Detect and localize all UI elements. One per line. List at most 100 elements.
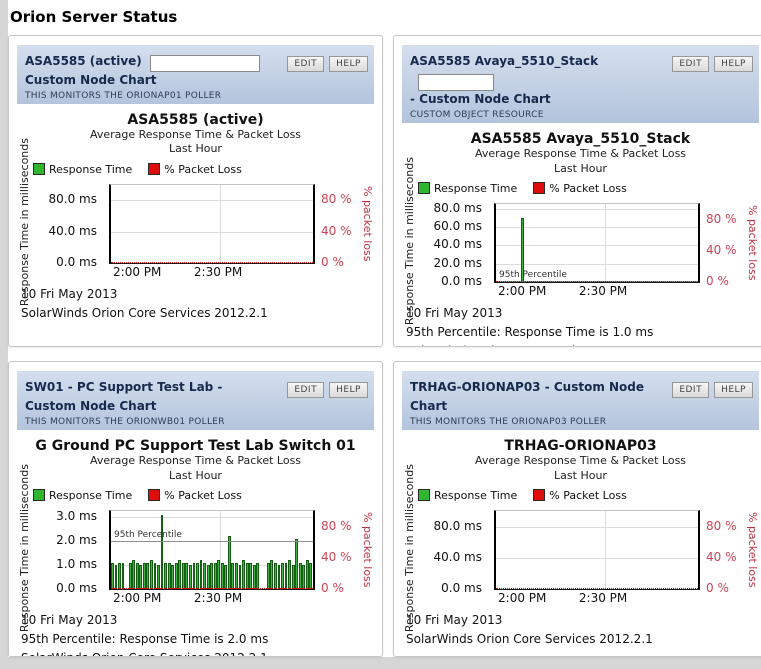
resource-header: EDIT HELP TRHAG-ORIONAP03 - Custom Node C… bbox=[402, 371, 759, 431]
chart-title: TRHAG-ORIONAP03 bbox=[504, 438, 657, 455]
response-time-bar bbox=[302, 564, 306, 589]
legend-item-response-time: Response Time bbox=[418, 489, 517, 502]
x-axis-ticks: 2:00 PM 2:30 PM bbox=[109, 265, 311, 281]
y-axis-tick-label: 40.0 ms bbox=[433, 549, 482, 564]
gridline bbox=[496, 263, 698, 265]
response-time-bar bbox=[142, 562, 146, 589]
edit-button[interactable]: EDIT bbox=[672, 382, 710, 398]
help-button[interactable]: HELP bbox=[329, 382, 368, 398]
right-axis-ticks: 80 % 40 % 0 % bbox=[317, 510, 363, 595]
response-time-bar bbox=[210, 562, 214, 589]
response-time-bar bbox=[217, 560, 221, 589]
response-time-bar bbox=[149, 560, 153, 589]
gridline bbox=[496, 208, 698, 210]
gridline bbox=[111, 231, 313, 233]
response-time-bar bbox=[121, 562, 125, 589]
chart-date-label: 10 Fri May 2013 bbox=[21, 286, 118, 301]
edit-button[interactable]: EDIT bbox=[287, 56, 325, 72]
legend-label: % Packet Loss bbox=[164, 162, 242, 176]
right-axis-tick-label: 80 % bbox=[321, 192, 352, 207]
y-axis-tick-label: 40.0 ms bbox=[48, 223, 97, 238]
resource-panel-avaya-stack: EDIT HELP ASA5585 Avaya_5510_Stack - Cust… bbox=[393, 35, 761, 347]
legend-item-packet-loss: % Packet Loss bbox=[533, 182, 627, 195]
response-time-bar bbox=[160, 514, 164, 589]
page-title: Orion Server Status bbox=[10, 8, 178, 26]
right-axis-label: % packet loss bbox=[746, 512, 759, 588]
response-time-bar bbox=[309, 562, 313, 589]
response-time-bar bbox=[185, 562, 189, 589]
chart-subtitle: Average Response Time & Packet Loss bbox=[474, 147, 687, 161]
resource-title: TRHAG-ORIONAP03 - Custom Node Chart bbox=[410, 380, 645, 414]
packet-loss-swatch-icon bbox=[533, 489, 546, 502]
right-axis-ticks: 80 % 40 % 0 % bbox=[702, 510, 748, 595]
chart-block: G Ground PC Support Test Lab Switch 01 A… bbox=[17, 430, 374, 656]
percentile-line-label: 95th Percentile bbox=[114, 529, 182, 540]
legend-label: Response Time bbox=[49, 162, 133, 176]
response-time-bar bbox=[231, 562, 235, 589]
right-axis-tick-label: 40 % bbox=[706, 549, 737, 564]
chart-period: Last Hour bbox=[554, 468, 607, 482]
x-axis-tick-label: 2:30 PM bbox=[578, 283, 628, 298]
chart-footer: SolarWinds Orion Core Services 2012.2.1 bbox=[406, 631, 653, 646]
response-time-bar bbox=[206, 564, 210, 589]
percentile-note: 95th Percentile: Response Time is 1.0 ms bbox=[406, 324, 654, 339]
response-time-bar bbox=[118, 562, 121, 589]
resource-panel-asa5585-active: EDIT HELP ASA5585 (active) Custom Node Ch… bbox=[8, 35, 383, 347]
help-button[interactable]: HELP bbox=[329, 56, 368, 72]
resource-subtitle: THIS MONITORS THE ORIONWB01 POLLER bbox=[25, 417, 225, 428]
help-button[interactable]: HELP bbox=[714, 382, 753, 398]
x-axis-tick-label: 2:00 PM bbox=[498, 590, 547, 605]
response-time-bar bbox=[181, 562, 185, 589]
response-time-bar bbox=[174, 562, 178, 589]
y-axis-tick-label: 0.0 ms bbox=[56, 580, 97, 595]
y-axis-tick-label: 0.0 ms bbox=[441, 273, 482, 288]
chart-date-label: 10 Fri May 2013 bbox=[406, 612, 503, 627]
response-time-bar bbox=[288, 560, 292, 589]
legend-label: Response Time bbox=[434, 488, 518, 502]
chart-subtitle: Average Response Time & Packet Loss bbox=[474, 454, 687, 468]
plot-region: Response Time in milliseconds 80.0 ms 40.… bbox=[17, 138, 374, 306]
response-time-bar bbox=[242, 560, 245, 589]
edit-button[interactable]: EDIT bbox=[287, 382, 325, 398]
right-axis-tick-label: 0 % bbox=[706, 580, 729, 595]
gridline bbox=[496, 245, 698, 247]
response-time-bar bbox=[252, 564, 256, 589]
resource-panel-sw01-test-lab: EDIT HELP SW01 - PC Support Test Lab - Cu… bbox=[8, 361, 383, 657]
resource-panel-trhag-orionap03: EDIT HELP TRHAG-ORIONAP03 - Custom Node C… bbox=[393, 361, 761, 657]
response-time-bar bbox=[256, 562, 260, 589]
right-axis-tick-label: 0 % bbox=[321, 254, 344, 269]
plot-region: Response Time in milliseconds 80.0 ms 60.… bbox=[402, 157, 759, 325]
resource-grid: EDIT HELP ASA5585 (active) Custom Node Ch… bbox=[8, 35, 761, 657]
y-axis-tick-label: 2.0 ms bbox=[56, 532, 97, 547]
chart-period: Last Hour bbox=[169, 468, 222, 482]
chart-period: Last Hour bbox=[169, 142, 222, 156]
chart-footer: SolarWinds Orion Core Services 2012.2.1 bbox=[21, 305, 268, 320]
resource-title: SW01 - PC Support Test Lab - Custom Node… bbox=[25, 380, 223, 414]
response-time-bar bbox=[203, 562, 206, 589]
edit-button[interactable]: EDIT bbox=[672, 56, 710, 72]
plot-area bbox=[494, 509, 700, 590]
chart-title: ASA5585 (active) bbox=[127, 112, 264, 129]
legend-item-packet-loss: % Packet Loss bbox=[533, 489, 627, 502]
response-time-bar bbox=[270, 560, 274, 589]
gridline bbox=[496, 557, 698, 559]
resource-title-line2: Custom Node Chart bbox=[25, 73, 157, 87]
resource-buttons: EDIT HELP bbox=[282, 51, 368, 72]
legend-label: Response Time bbox=[434, 181, 518, 195]
gridline bbox=[111, 200, 313, 202]
right-axis-tick-label: 80 % bbox=[321, 518, 352, 533]
response-time-bar bbox=[277, 564, 281, 589]
right-axis-ticks: 80 % 40 % 0 % bbox=[317, 184, 363, 268]
response-time-bar bbox=[188, 564, 192, 589]
legend-item-packet-loss: % Packet Loss bbox=[148, 163, 242, 176]
x-axis-tick-label: 2:30 PM bbox=[193, 590, 243, 605]
chart-footer: SolarWinds Orion Core Services 2012.2.1 bbox=[21, 651, 374, 656]
x-axis-ticks: 2:00 PM 2:30 PM bbox=[109, 591, 311, 607]
y-axis-tick-label: 80.0 ms bbox=[433, 200, 482, 215]
resource-title-input[interactable] bbox=[149, 55, 260, 72]
packet-loss-swatch-icon bbox=[148, 489, 161, 502]
resource-title: ASA5585 Avaya_5510_Stack bbox=[410, 54, 599, 68]
resource-title-input[interactable] bbox=[418, 74, 494, 92]
plot-area bbox=[109, 183, 315, 264]
help-button[interactable]: HELP bbox=[714, 56, 753, 72]
